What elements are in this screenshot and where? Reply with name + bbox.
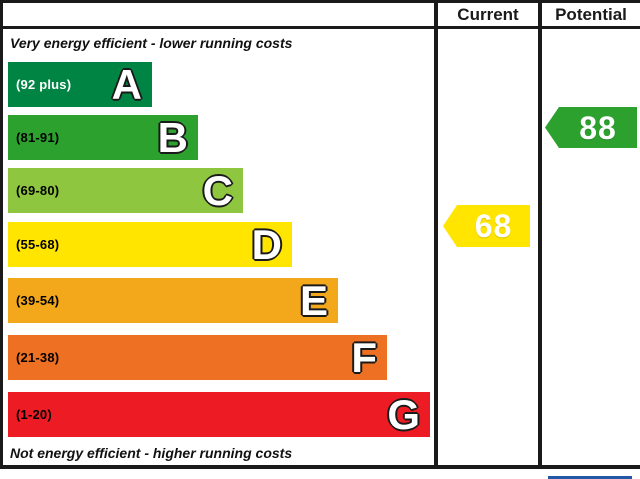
band-range-label: (55-68) <box>16 237 60 252</box>
bottom-border <box>0 465 640 469</box>
band-grade-letter: A <box>111 60 142 108</box>
rating-band-D: (55-68) D <box>8 222 292 267</box>
left-border <box>0 0 3 469</box>
band-range-label: (81-91) <box>16 130 60 145</box>
band-grade-letter: F <box>351 333 377 381</box>
rating-band-F: (21-38) F <box>8 335 387 380</box>
band-grade-letter: D <box>251 220 282 268</box>
rating-band-G: (1-20) G <box>8 392 430 437</box>
current-column-divider <box>434 0 438 469</box>
band-grade-letter: C <box>202 166 233 214</box>
header-divider <box>0 26 640 29</box>
band-grade-letter: E <box>299 276 328 324</box>
potential-rating-value: 88 <box>579 109 617 146</box>
top-caption: Very energy efficient - lower running co… <box>10 35 293 51</box>
band-range-label: (39-54) <box>16 293 60 308</box>
potential-rating-arrow: 88 <box>545 107 637 148</box>
band-grade-letter: B <box>157 113 188 161</box>
rating-band-B: (81-91) B <box>8 115 198 160</box>
current-rating-arrow: 68 <box>443 205 530 247</box>
bottom-blue-bar <box>548 476 632 479</box>
current-column-header: Current <box>457 5 519 24</box>
rating-band-A: (92 plus) A <box>8 62 152 107</box>
potential-column-header: Potential <box>555 5 627 24</box>
top-border <box>0 0 640 3</box>
band-range-label: (21-38) <box>16 350 60 365</box>
rating-band-C: (69-80) C <box>8 168 243 213</box>
bottom-caption: Not energy efficient - higher running co… <box>10 445 293 461</box>
band-range-label: (1-20) <box>16 407 52 422</box>
band-range-label: (69-80) <box>16 183 60 198</box>
band-grade-letter: G <box>387 390 420 438</box>
current-rating-value: 68 <box>474 208 513 244</box>
rating-band-E: (39-54) E <box>8 278 338 323</box>
potential-column-divider <box>538 0 542 469</box>
band-range-label: (92 plus) <box>16 77 72 92</box>
